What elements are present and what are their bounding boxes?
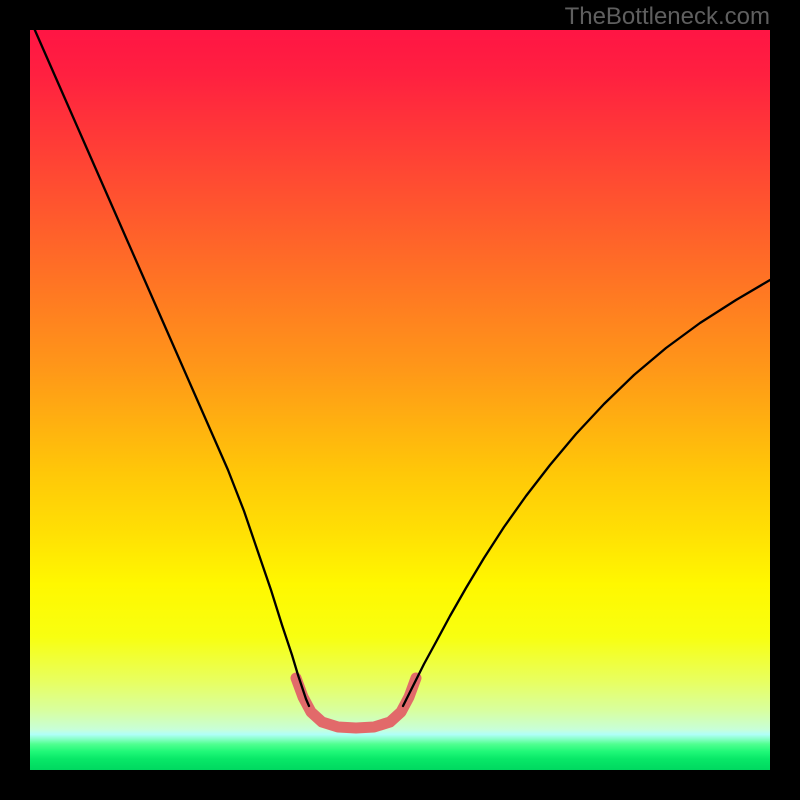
gradient-background — [30, 30, 770, 770]
watermark-text: TheBottleneck.com — [565, 3, 770, 31]
figure-stage: TheBottleneck.com — [0, 0, 800, 800]
bottleneck-chart — [30, 30, 770, 770]
plot-area — [30, 30, 770, 770]
